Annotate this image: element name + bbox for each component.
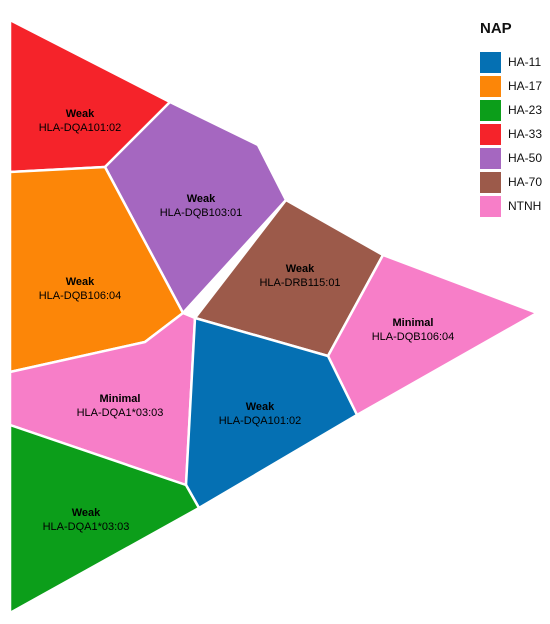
cell-allele-label: HLA-DQA101:02 <box>39 122 122 134</box>
legend-item-ha-17: HA-17 <box>480 74 548 98</box>
cell-strength-label: Weak <box>286 263 315 275</box>
legend-label: NTNH <box>508 199 542 213</box>
cell-allele-label: HLA-DQA101:02 <box>219 415 302 427</box>
cell-strength-label: Weak <box>246 401 275 413</box>
cell-strength-label: Weak <box>187 193 216 205</box>
cell-ha-23-8 <box>8 423 201 615</box>
legend-swatch <box>480 195 501 217</box>
legend-swatch <box>480 171 501 193</box>
legend-label: HA-50 <box>508 151 543 165</box>
legend-label: HA-11 <box>508 55 542 69</box>
cell-strength-label: Weak <box>72 507 101 519</box>
cell-ha-11-7 <box>184 316 359 510</box>
legend-label: HA-23 <box>508 103 543 117</box>
legend-item-ha-50: HA-50 <box>480 146 548 170</box>
cell-allele-label: HLA-DRB115:01 <box>259 277 340 289</box>
cell-allele-label: HLA-DQB106:04 <box>39 290 122 302</box>
cell-allele-label: HLA-DQA1*03:03 <box>43 521 130 533</box>
legend: NAP HA-11 HA-17 HA-23 HA-33 HA-50 HA-70 NTNH <box>480 20 548 218</box>
cell-strength-label: Minimal <box>393 317 434 329</box>
cell-strength-label: Minimal <box>100 393 141 405</box>
cell-allele-label: HLA-DQB106:04 <box>372 331 455 343</box>
cell-allele-label: HLA-DQA1*03:03 <box>77 407 164 419</box>
legend-item-ntnh: NTNH <box>480 194 548 218</box>
legend-label: HA-33 <box>508 127 543 141</box>
legend-item-ha-23: HA-23 <box>480 98 548 122</box>
legend-item-ha-11: HA-11 <box>480 50 548 74</box>
legend-swatch <box>480 147 501 169</box>
legend-swatch <box>480 123 501 145</box>
legend-title: NAP <box>480 20 512 37</box>
cell-allele-label: HLA-DQB103:01 <box>160 207 243 219</box>
legend-item-ha-33: HA-33 <box>480 122 548 146</box>
legend-swatch <box>480 51 501 73</box>
legend-item-ha-70: HA-70 <box>480 170 548 194</box>
cell-ha-50-2 <box>103 100 288 315</box>
legend-swatch <box>480 75 501 97</box>
cell-strength-label: Weak <box>66 108 95 120</box>
cell-strength-label: Weak <box>66 276 95 288</box>
legend-swatch <box>480 99 501 121</box>
legend-label: HA-70 <box>508 175 543 189</box>
legend-label: HA-17 <box>508 79 543 93</box>
